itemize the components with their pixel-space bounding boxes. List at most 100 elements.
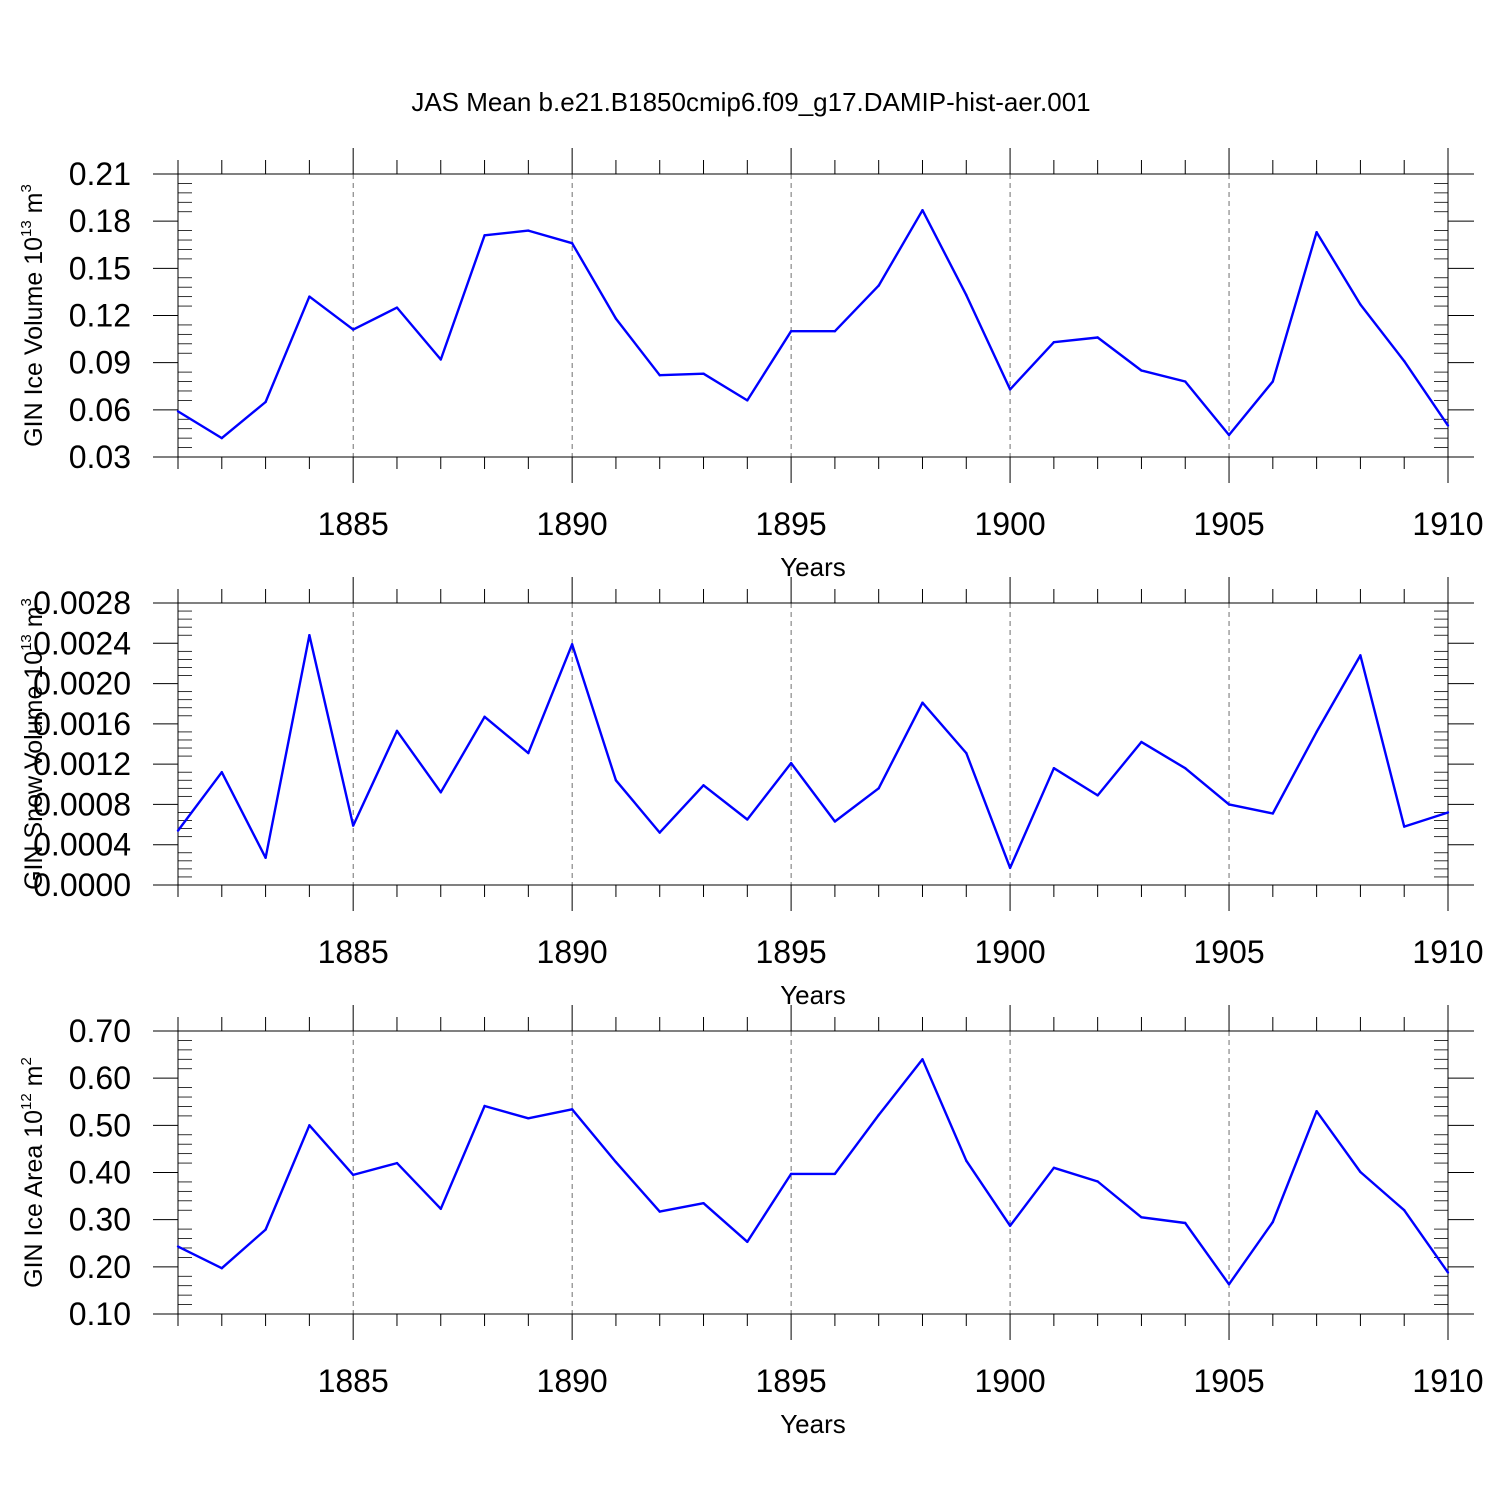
data-point: [1446, 811, 1450, 814]
series-line-2: [177, 634, 1449, 870]
y-tick-label: 0.12: [69, 298, 131, 334]
y-axis-title-unit-exponent: 2: [18, 1057, 35, 1065]
y-tick-label: 0.0008: [33, 786, 131, 822]
x-tick-label: 1910: [1412, 934, 1483, 970]
data-point: [702, 784, 705, 787]
data-point: [1271, 812, 1275, 815]
x-tick-label: 1885: [318, 1363, 389, 1399]
data-point: [1403, 1209, 1406, 1212]
data-point: [1184, 1221, 1187, 1225]
data-point: [351, 824, 355, 827]
chart-title: JAS Mean b.e21.B1850cmip6.f09_g17.DAMIP-…: [411, 87, 1090, 117]
data-point: [1271, 1220, 1275, 1224]
data-point: [833, 820, 837, 823]
x-tick-label: 1905: [1193, 934, 1264, 970]
y-axis-title-base: GIN Ice Area 10: [20, 1110, 48, 1288]
x-tick-label: 1900: [974, 1363, 1045, 1399]
y-axis-title-unit-exponent: 3: [18, 598, 35, 606]
data-point: [439, 358, 442, 361]
data-point: [702, 372, 705, 375]
data-point: [921, 1058, 924, 1061]
data-point: [1184, 380, 1187, 383]
data-point: [833, 1172, 837, 1176]
data-point: [176, 829, 180, 832]
x-tick-label: 1890: [537, 506, 608, 542]
x-tick-label: 1910: [1412, 506, 1483, 542]
data-point: [1096, 794, 1099, 797]
data-point: [176, 1245, 180, 1248]
data-point: [877, 787, 880, 790]
data-point: [789, 330, 793, 333]
x-tick-label: 1885: [318, 506, 389, 542]
data-point: [877, 284, 880, 287]
data-point: [308, 295, 311, 298]
x-tick-label: 1890: [537, 934, 608, 970]
y-tick-label: 0.30: [69, 1202, 131, 1238]
y-tick-label: 0.70: [69, 1013, 131, 1049]
data-point: [658, 831, 661, 834]
x-axis-title: Years: [780, 1409, 846, 1439]
chart-panel-1: 1885 1890 1895 1900 1905 1910 Years 0.03 0.06 0.0…: [18, 148, 1484, 582]
data-point: [614, 317, 618, 320]
y-axis-title-exponent: 13: [18, 220, 35, 237]
data-point: [921, 701, 924, 704]
data-point: [1227, 803, 1231, 806]
y-tick-label: 0.60: [69, 1060, 131, 1096]
data-point: [1315, 230, 1318, 234]
data-point: [1446, 1271, 1450, 1274]
y-tick-label: 0.50: [69, 1107, 131, 1143]
y-tick-label: 0.18: [69, 203, 131, 239]
y-axis-title-base: GIN Ice Volume 10: [20, 237, 48, 447]
x-tick-label: 1905: [1193, 506, 1264, 542]
data-point: [614, 1160, 618, 1164]
data-point: [1140, 369, 1143, 372]
data-point: [570, 643, 574, 646]
data-point: [395, 306, 399, 309]
y-axis-title: GIN Snow Volume 1013 m3: [18, 598, 48, 890]
data-point: [1271, 380, 1275, 383]
data-point: [965, 1159, 968, 1162]
data-point: [264, 1228, 267, 1231]
y-tick-label: 0.0000: [33, 867, 131, 903]
data-point: [877, 1113, 880, 1117]
data-point: [483, 234, 486, 237]
data-point: [1008, 1224, 1012, 1227]
y-tick-label: 0.06: [69, 392, 131, 428]
data-point: [702, 1201, 705, 1205]
y-tick-label: 0.15: [69, 250, 131, 286]
data-point: [1140, 1216, 1143, 1219]
data-point: [789, 1172, 793, 1176]
data-point: [220, 436, 223, 440]
data-point: [1052, 1166, 1056, 1169]
data-point: [439, 791, 442, 794]
data-point: [1227, 433, 1231, 437]
data-point: [308, 634, 311, 637]
data-point: [570, 241, 574, 245]
y-tick-label: 0.0020: [33, 666, 131, 702]
y-tick-label: 0.0004: [33, 827, 131, 863]
y-axis-title-unit: m: [20, 1066, 48, 1094]
data-point: [1052, 766, 1056, 770]
x-tick-label: 1895: [756, 1363, 827, 1399]
x-tick-label: 1900: [974, 934, 1045, 970]
data-point: [176, 410, 180, 413]
data-point: [1140, 740, 1143, 744]
data-point: [1008, 866, 1012, 870]
y-tick-label: 0.09: [69, 345, 131, 381]
y-tick-label: 0.40: [69, 1155, 131, 1191]
y-tick-label: 0.0012: [33, 746, 131, 782]
y-axis-title-exponent: 12: [18, 1093, 35, 1110]
data-point: [1315, 1109, 1318, 1113]
data-point: [1403, 359, 1406, 363]
y-tick-label: 0.0016: [33, 706, 131, 742]
x-tick-label: 1895: [756, 506, 827, 542]
y-tick-label: 0.20: [69, 1249, 131, 1285]
data-point: [395, 729, 399, 733]
chart-panel-3: 1885 1890 1895 1900 1905 1910 Years 0.10 0.20 0.3…: [18, 1005, 1484, 1439]
data-point: [746, 818, 749, 821]
data-point: [965, 751, 968, 755]
y-axis-title-unit: m: [20, 606, 48, 634]
data-point: [1008, 388, 1012, 391]
y-tick-label: 0.21: [69, 156, 131, 192]
data-point: [1359, 303, 1362, 306]
